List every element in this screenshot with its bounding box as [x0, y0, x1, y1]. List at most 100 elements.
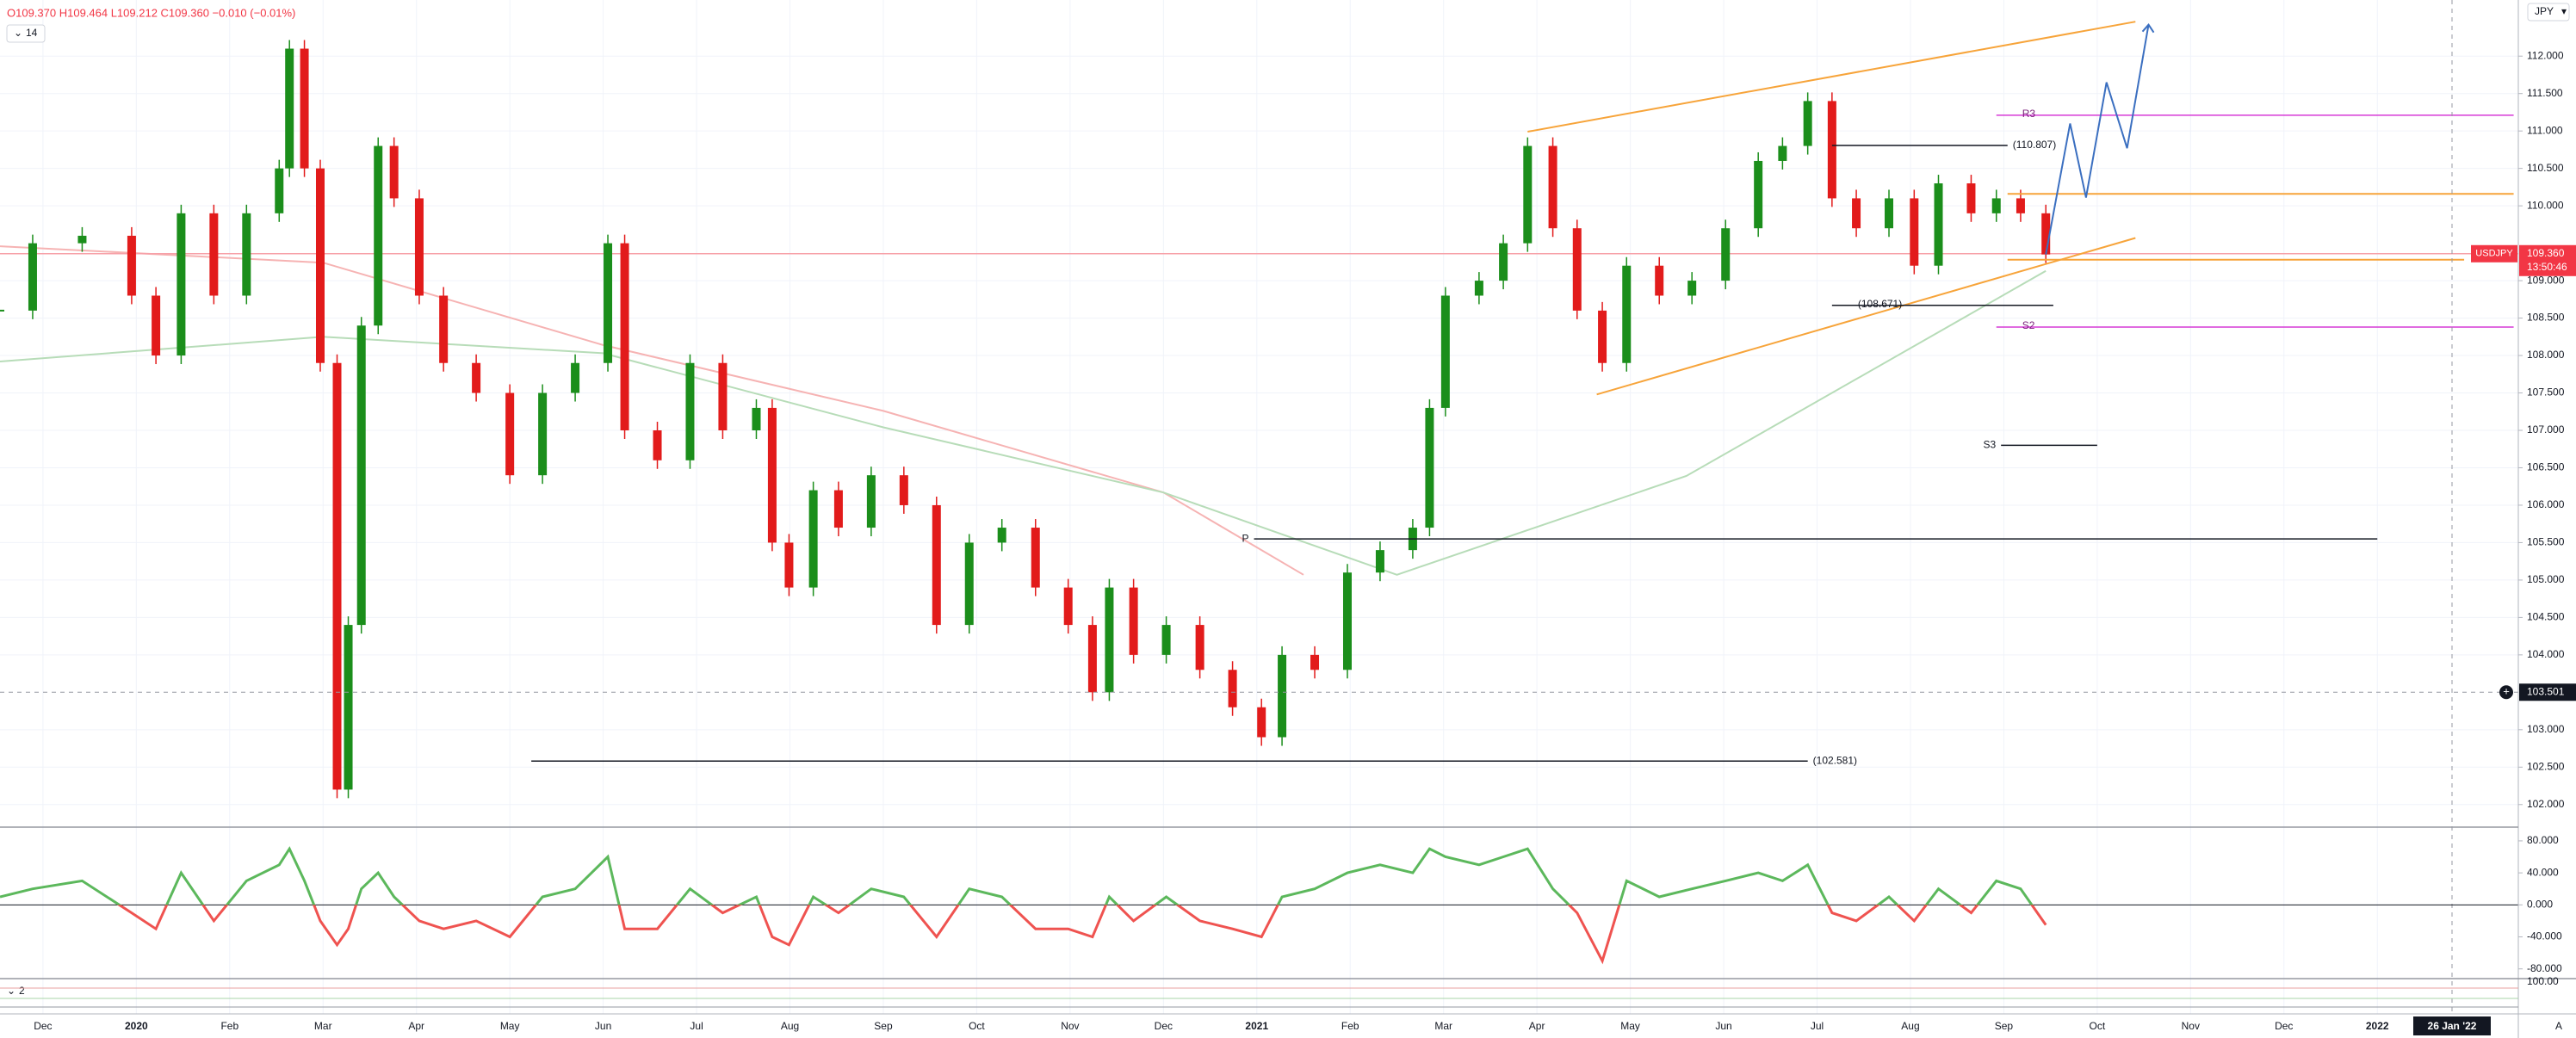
candle-body [1523, 145, 1533, 244]
x-tick-label: May [500, 1020, 520, 1032]
y-tick-label: 112.000 [2527, 49, 2564, 61]
candle-body [718, 362, 728, 430]
candle-body [356, 325, 366, 626]
candle-body [1910, 198, 1919, 266]
candle-body [315, 168, 325, 363]
y-tick-label: 102.000 [2527, 798, 2565, 810]
candle-body [344, 625, 353, 790]
candle-body [1474, 281, 1483, 296]
candle-body [538, 392, 548, 476]
candle-body [899, 475, 908, 505]
x-tick-label: Mar [314, 1020, 332, 1032]
x-tick-label: 2020 [125, 1020, 148, 1032]
y-tick-label: 80.000 [2527, 834, 2559, 846]
candle-body [332, 362, 342, 790]
x-tick-label: Dec [34, 1020, 52, 1032]
y-tick-label: 102.500 [2527, 760, 2565, 772]
candle-body [1499, 243, 1508, 281]
currency-button[interactable] [2527, 3, 2570, 22]
y-tick-label: 110.500 [2527, 162, 2564, 174]
currency-caret[interactable]: ▾ [2561, 5, 2567, 17]
candle-body [1803, 101, 1812, 146]
x-tick-label: Aug [781, 1020, 799, 1032]
y-tick-label: 106.000 [2527, 498, 2565, 510]
candle-body [439, 295, 449, 363]
pane3-top-label: 100.00 [2527, 975, 2559, 987]
candle-body [1129, 587, 1138, 655]
countdown-label: 13:50:46 [2527, 261, 2567, 273]
y-tick-label: 40.000 [2527, 866, 2559, 878]
pane: (110.807) (108.671) (102.581) P S3 R3 S2 [0, 21, 2518, 799]
candle-body [127, 235, 136, 296]
candle-body [1425, 407, 1434, 528]
plot-layer: (110.807) (108.671) (102.581) P S3 R3 S2 [0, 0, 2518, 1014]
candle-body [1278, 654, 1287, 738]
x-tick-label: 2022 [2366, 1020, 2389, 1032]
scale-mode[interactable]: A [2555, 1020, 2562, 1032]
last-price-label: 109.360 [2527, 247, 2565, 259]
candle-body [414, 198, 424, 296]
candle-body [77, 235, 87, 244]
crosshair-time-label: 26 Jan '22 [2428, 1020, 2477, 1032]
x-tick-label: Jun [1715, 1020, 1731, 1032]
candle-body [1161, 625, 1171, 655]
candle-body [752, 407, 761, 430]
candle-body [1778, 145, 1787, 161]
y-tick-label: 108.500 [2527, 312, 2565, 324]
x-tick-label: Jun [595, 1020, 611, 1032]
x-tick-label: Nov [1061, 1020, 1079, 1032]
trend-line [1596, 237, 2136, 396]
y-tick-label: 107.500 [2527, 386, 2565, 399]
candle-body [1622, 265, 1632, 363]
oscillator-line-negative [116, 905, 2047, 965]
candle-body [1228, 670, 1237, 707]
x-tick-label: Sep [874, 1020, 893, 1032]
candle-body [767, 407, 777, 543]
candle-body [1991, 198, 2001, 213]
candle-body [784, 542, 794, 588]
y-tick-label: -40.000 [2527, 930, 2562, 942]
indicator-toggle-label[interactable]: ⌄ [14, 27, 22, 39]
x-tick-label: Apr [408, 1020, 424, 1032]
moving-average [0, 245, 1304, 576]
candle-body [997, 528, 1006, 543]
indicator-count[interactable]: 14 [26, 27, 38, 39]
candle-body [653, 430, 662, 460]
candle-body [472, 362, 481, 393]
last-price-tag [2519, 244, 2576, 276]
y-tick-label: 103.000 [2527, 723, 2565, 735]
level-label: P [1242, 532, 1249, 544]
x-tick-label: Oct [2090, 1020, 2106, 1032]
crosshair-time-tag [2412, 1016, 2491, 1035]
candle-body [1440, 295, 1450, 408]
candle-body [1885, 198, 1894, 229]
symbol-label: USDJPY [2475, 249, 2513, 259]
candle-body [604, 243, 613, 363]
candle-body [285, 48, 294, 169]
projection-path [2045, 24, 2150, 255]
y-tick-label: 0.000 [2527, 898, 2553, 910]
pane3-toggle[interactable]: ⌄ [7, 985, 15, 997]
level-label: (108.671) [1858, 298, 1902, 310]
y-tick-label: 106.500 [2527, 461, 2565, 473]
x-tick-label: Feb [1341, 1020, 1359, 1032]
candle-body [0, 309, 4, 312]
candle-body [1598, 310, 1607, 363]
candle-body [2041, 213, 2051, 255]
candle-body [1827, 101, 1836, 199]
crosshair-price-tag [2519, 683, 2576, 701]
candle-body [1031, 528, 1040, 588]
y-tick-label: 110.000 [2527, 199, 2564, 211]
candle-body [374, 145, 383, 326]
y-tick-label: 111.000 [2527, 124, 2563, 136]
x-tick-label: Jul [1811, 1020, 1824, 1032]
x-tick-label: Dec [1155, 1020, 1173, 1032]
crosshair-add-button[interactable] [2499, 685, 2513, 700]
y-tick-label: 104.000 [2527, 648, 2565, 660]
currency-label[interactable]: JPY [2535, 5, 2554, 17]
level-label: R3 [2022, 108, 2036, 120]
indicator-toggle[interactable] [6, 24, 46, 43]
y-tick-label: 109.000 [2527, 274, 2565, 286]
candle-body [1572, 228, 1582, 311]
